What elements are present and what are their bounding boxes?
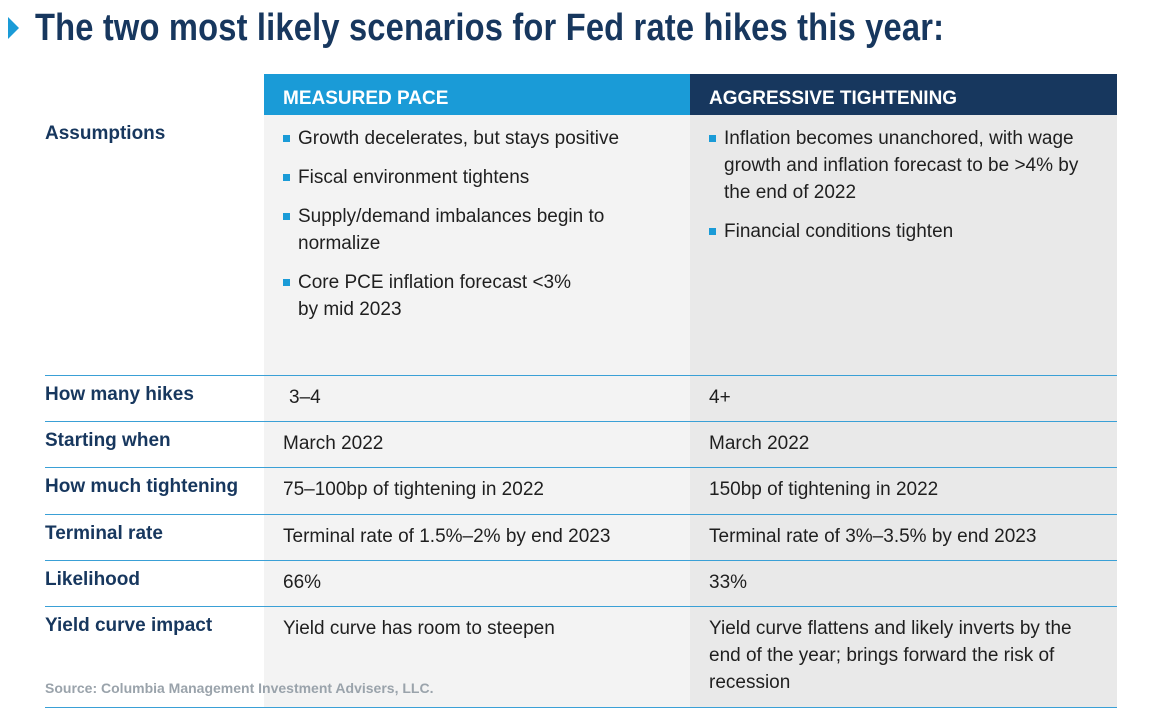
page-title: The two most likely scenarios for Fed ra…: [35, 6, 945, 49]
bullet-item: Inflation becomes unanchored, with wage …: [709, 125, 1094, 206]
header-measured-pace: MEASURED PACE: [264, 74, 690, 115]
cell-assumptions-measured: Growth decelerates, but stays positive F…: [264, 115, 690, 375]
row-label-assumptions: Assumptions: [45, 123, 166, 144]
bullet-item: Supply/demand imbalances begin to normal…: [283, 203, 608, 257]
cell-likelihood-measured: 66%: [264, 561, 690, 606]
header-spacer: [45, 74, 264, 115]
source-note: Source: Columbia Management Investment A…: [45, 680, 434, 696]
cell-text: 75–100bp of tightening in 2022: [283, 479, 544, 500]
cell-terminal-aggressive: Terminal rate of 3%–3.5% by end 2023: [690, 515, 1117, 560]
table-row-terminal: Terminal rate Terminal rate of 1.5%–2% b…: [45, 515, 1117, 561]
header-aggressive-label: AGGRESSIVE TIGHTENING: [709, 87, 958, 109]
cell-likelihood-aggressive: 33%: [690, 561, 1117, 606]
bullets-aggressive: Inflation becomes unanchored, with wage …: [709, 125, 1097, 245]
cell-text: 66%: [283, 572, 322, 593]
cell-yield-measured: Yield curve has room to steepen: [264, 607, 690, 707]
cell-terminal-measured: Terminal rate of 1.5%–2% by end 2023: [264, 515, 690, 560]
header-measured-label: MEASURED PACE: [283, 87, 449, 109]
row-label-starting: Starting when: [45, 430, 171, 451]
row-label-likelihood: Likelihood: [45, 569, 140, 590]
table-row-starting: Starting when March 2022 March 2022: [45, 422, 1117, 468]
cell-starting-aggressive: March 2022: [690, 422, 1117, 467]
table-row-likelihood: Likelihood 66% 33%: [45, 561, 1117, 607]
cell-text: March 2022: [709, 433, 810, 454]
title-arrow-icon: [8, 17, 19, 39]
scenario-table: MEASURED PACE AGGRESSIVE TIGHTENING Assu…: [45, 74, 1117, 708]
cell-text: 3–4: [289, 387, 321, 408]
bullet-item: Financial conditions tighten: [709, 218, 1097, 245]
cell-text: Yield curve has room to steepen: [283, 618, 555, 639]
bullet-item: Fiscal environment tightens: [283, 164, 670, 191]
cell-hikes-measured: 3–4: [264, 376, 690, 421]
row-label-tightening: How much tightening: [45, 476, 239, 497]
table-row-hikes: How many hikes 3–4 4+: [45, 376, 1117, 422]
bullet-item: Growth decelerates, but stays positive: [283, 125, 670, 152]
cell-text: 33%: [709, 572, 748, 593]
bullet-text: Core PCE inflation forecast <3% by mid 2…: [298, 272, 571, 320]
row-label-terminal: Terminal rate: [45, 523, 163, 544]
bullet-item: Core PCE inflation forecast <3% by mid 2…: [283, 269, 588, 323]
cell-text: 150bp of tightening in 2022: [709, 479, 939, 500]
cell-text: March 2022: [283, 433, 384, 454]
table-row-assumptions: Assumptions Growth decelerates, but stay…: [45, 115, 1117, 376]
row-label-yield: Yield curve impact: [45, 615, 213, 636]
cell-assumptions-aggressive: Inflation becomes unanchored, with wage …: [690, 115, 1117, 375]
cell-text: Yield curve flattens and likely inverts …: [709, 618, 1072, 693]
table-header-row: MEASURED PACE AGGRESSIVE TIGHTENING: [45, 74, 1117, 115]
cell-text: 4+: [709, 387, 731, 408]
cell-text: Terminal rate of 3%–3.5% by end 2023: [709, 526, 1037, 547]
cell-tightening-measured: 75–100bp of tightening in 2022: [264, 468, 690, 514]
header-aggressive-tightening: AGGRESSIVE TIGHTENING: [690, 74, 1117, 115]
cell-tightening-aggressive: 150bp of tightening in 2022: [690, 468, 1117, 514]
table-row-tightening: How much tightening 75–100bp of tighteni…: [45, 468, 1117, 515]
table-row-yield: Yield curve impact Yield curve has room …: [45, 607, 1117, 708]
row-label-hikes: How many hikes: [45, 384, 194, 405]
bullet-text: Supply/demand imbalances begin to normal…: [298, 206, 605, 254]
cell-text: Terminal rate of 1.5%–2% by end 2023: [283, 526, 611, 547]
cell-yield-aggressive: Yield curve flattens and likely inverts …: [690, 607, 1117, 707]
title-block: The two most likely scenarios for Fed ra…: [8, 6, 1092, 50]
bullets-measured: Growth decelerates, but stays positive F…: [283, 125, 670, 323]
cell-starting-measured: March 2022: [264, 422, 690, 467]
cell-hikes-aggressive: 4+: [690, 376, 1117, 421]
